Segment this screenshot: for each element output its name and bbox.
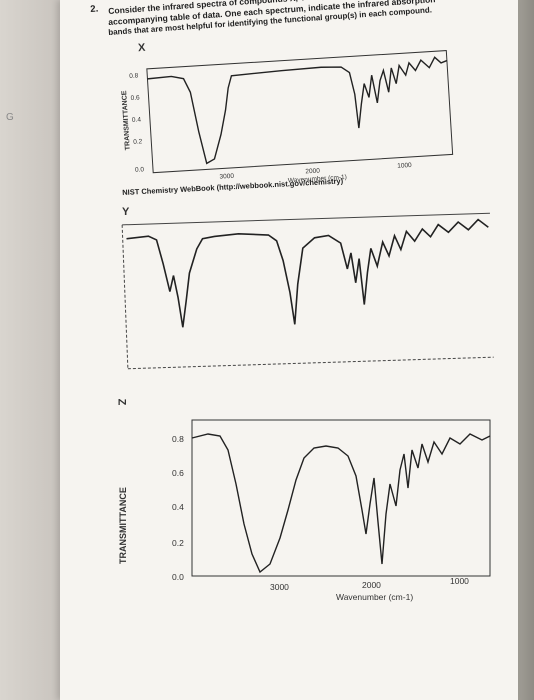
spectrum-x-xtick-2: 1000 bbox=[397, 162, 412, 170]
worksheet-page: 2. Consider the infrared spectra of comp… bbox=[60, 0, 518, 700]
spectrum-z-xlabel: Wavenumber (cm-1) bbox=[336, 592, 413, 602]
spectrum-x-ytick-2: 0.4 bbox=[132, 116, 142, 124]
spectrum-x-ytick-0: 0.8 bbox=[129, 72, 139, 80]
spectrum-z-plot: TRANSMITTANCE 0.8 0.6 0.4 0.2 0.0 3000 2… bbox=[118, 419, 491, 602]
spectrum-y-top-axis bbox=[122, 212, 490, 226]
spectrum-x-trace bbox=[147, 56, 448, 165]
spectrum-z-ytick-4: 0.0 bbox=[172, 572, 184, 582]
spectrum-z-ytick-2: 0.4 bbox=[172, 502, 184, 512]
spectrum-x-xtick-0: 3000 bbox=[219, 173, 234, 181]
spectrum-x-plot: TRANSMITTANCE 0.8 0.6 0.4 0.2 0.0 3000 2… bbox=[121, 50, 454, 185]
spectrum-x-xtick-1: 2000 bbox=[305, 168, 320, 176]
question-number: 2. bbox=[90, 3, 99, 15]
spectrum-z-xtick-0: 3000 bbox=[270, 582, 289, 592]
spectrum-z-xtick-2: 1000 bbox=[450, 576, 469, 586]
spectrum-x-ytick-1: 0.6 bbox=[130, 94, 140, 102]
spectrum-y-trace bbox=[126, 218, 489, 328]
desk-background bbox=[0, 0, 60, 700]
spectrum-z-xtick-1: 2000 bbox=[362, 580, 381, 590]
spectrum-x-xlabel: Wavenumber (cm-1) bbox=[288, 174, 347, 185]
spectrum-z-ytick-0: 0.8 bbox=[172, 434, 184, 444]
spectrum-y-left-axis bbox=[121, 224, 129, 369]
spectrum-z-frame bbox=[191, 419, 491, 577]
spectrum-z-ytick-3: 0.2 bbox=[172, 538, 184, 548]
spectrum-x-ytick-3: 0.2 bbox=[133, 138, 143, 146]
spectrum-z-ytick-1: 0.6 bbox=[172, 468, 184, 478]
spectrum-x-ytick-4: 0.0 bbox=[135, 166, 145, 174]
spectrum-x-frame bbox=[146, 50, 454, 174]
spectrum-z-trace bbox=[191, 433, 491, 574]
spectrum-z-label: Z bbox=[115, 398, 128, 406]
spectrum-z-ylabel: TRANSMITTANCE bbox=[118, 487, 128, 564]
spectrum-y-bottom-axis bbox=[127, 356, 494, 370]
spectrum-y-plot bbox=[121, 212, 494, 370]
spectrum-x-ylabel: TRANSMITTANCE bbox=[121, 90, 132, 150]
spectrum-y-label: Y bbox=[122, 206, 130, 218]
margin-mark: G bbox=[6, 112, 14, 123]
